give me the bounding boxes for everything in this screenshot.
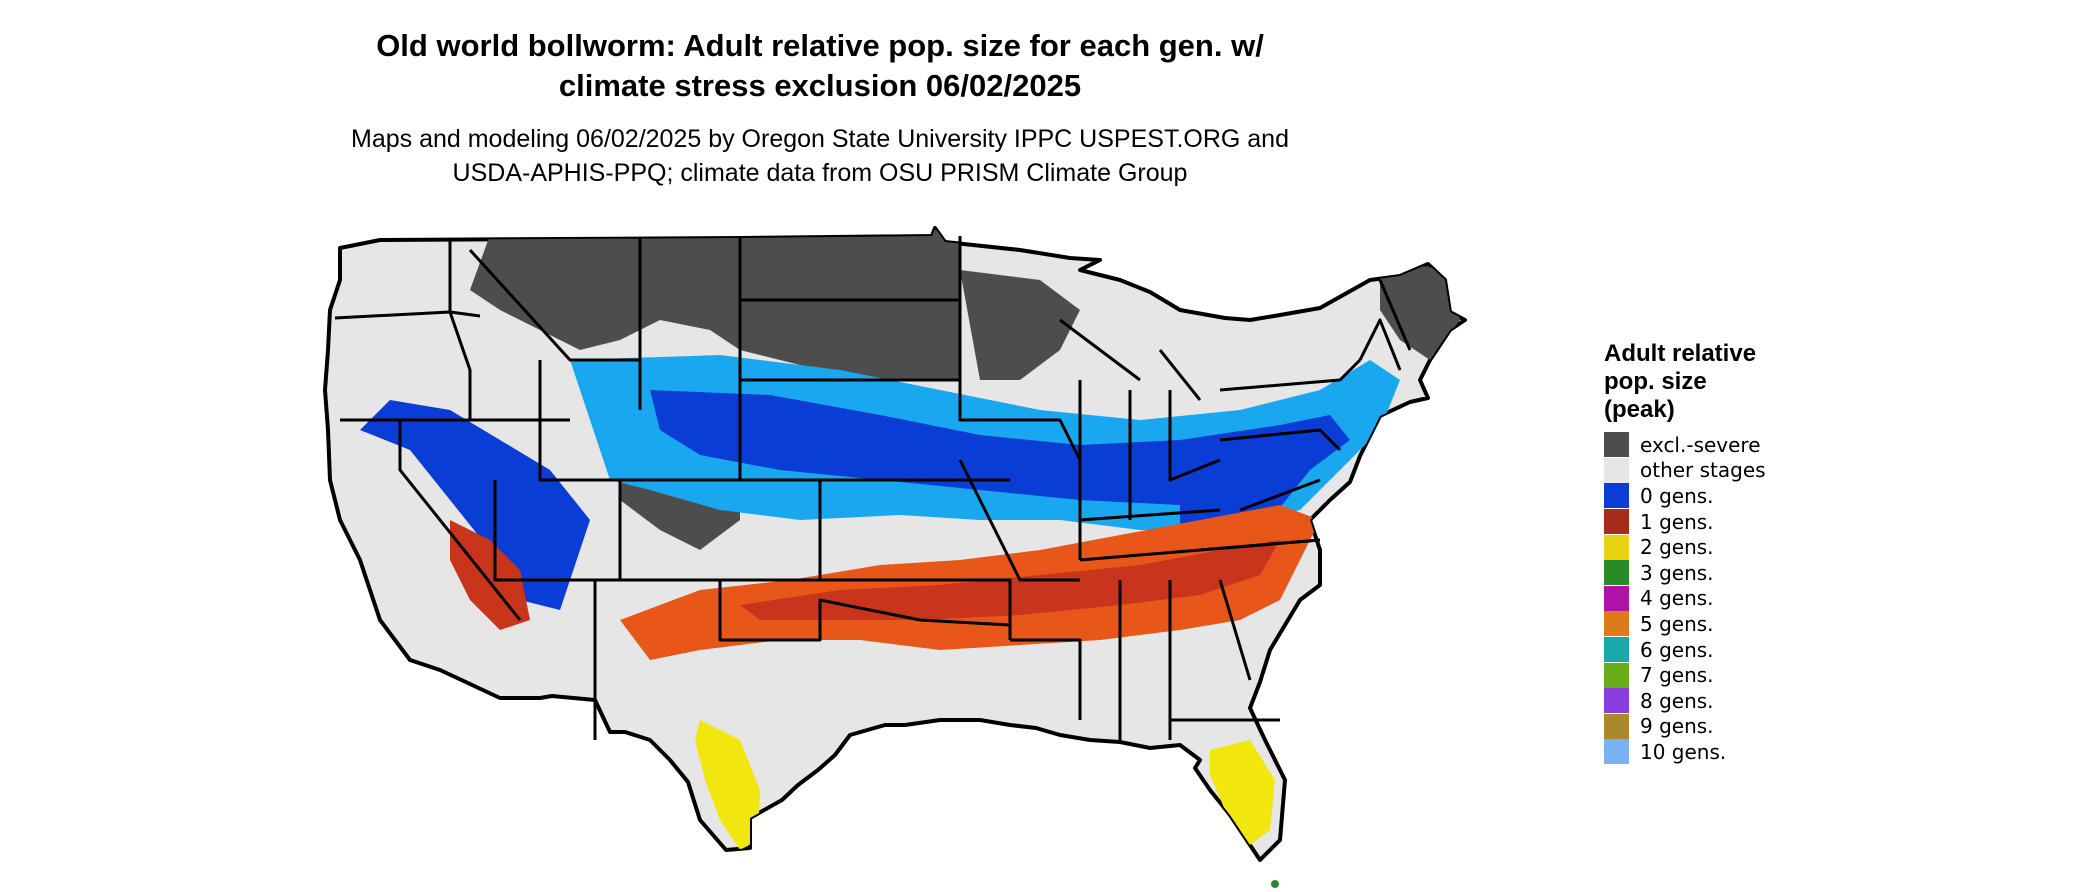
legend-items: excl.-severe other stages 0 gens. 1 gens. 2 … xyxy=(1604,432,1864,765)
map-zones xyxy=(360,230,1460,850)
legend-item: 7 gens. xyxy=(1604,662,1864,688)
legend-label: 5 gens. xyxy=(1640,611,1714,636)
legend-label: 4 gens. xyxy=(1640,586,1714,611)
border-ut-az xyxy=(493,480,670,582)
legend-item: 2 gens. xyxy=(1604,534,1864,560)
legend-item: 4 gens. xyxy=(1604,585,1864,612)
legend-label: 1 gens. xyxy=(1640,509,1714,534)
legend-label: 7 gens. xyxy=(1640,663,1714,688)
legend-label: 6 gens. xyxy=(1640,637,1714,662)
legend-swatch xyxy=(1604,662,1629,688)
map-title: Old world bollworm: Adult relative pop. … xyxy=(0,26,1640,106)
legend-title: Adult relative pop. size (peak) xyxy=(1604,340,1864,424)
legend-swatch xyxy=(1604,457,1629,483)
zone-2-gens-florida xyxy=(1210,740,1275,845)
map-subtitle: Maps and modeling 06/02/2025 by Oregon S… xyxy=(0,122,1640,190)
border-nd-sd-ne xyxy=(738,238,960,480)
legend-item: other stages xyxy=(1604,457,1864,484)
map-title-line-1: Old world bollworm: Adult relative pop. … xyxy=(376,28,1264,63)
us-map xyxy=(323,226,1467,888)
legend-item: excl.-severe xyxy=(1604,432,1864,458)
zone-excluded-northeast xyxy=(1380,260,1460,360)
map-title-line-2: climate stress exclusion 06/02/2025 xyxy=(558,68,1082,103)
legend-item: 5 gens. xyxy=(1604,611,1864,637)
map-subtitle-line-2: USDA-APHIS-PPQ; climate data from OSU PR… xyxy=(452,159,1188,187)
legend-swatch xyxy=(1604,483,1629,509)
legend-swatch xyxy=(1604,739,1629,765)
border-id-west xyxy=(448,238,472,420)
legend-item: 1 gens. xyxy=(1604,509,1864,535)
southern-dot xyxy=(1271,880,1279,888)
zone-2-gens-texas xyxy=(695,720,760,850)
legend-label: 3 gens. xyxy=(1640,560,1714,585)
legend-item: 6 gens. xyxy=(1604,637,1864,663)
legend-label: 10 gens. xyxy=(1640,739,1727,764)
legend-item: 0 gens. xyxy=(1604,483,1864,509)
legend-swatch xyxy=(1604,637,1629,663)
legend-label: 0 gens. xyxy=(1640,483,1714,508)
legend-item: 8 gens. xyxy=(1604,688,1864,714)
legend-swatch xyxy=(1604,713,1629,739)
zone-1-gens-southwest xyxy=(450,520,530,630)
border-mi-wi xyxy=(1059,318,1202,401)
legend-swatch xyxy=(1604,611,1629,637)
legend-item: 10 gens. xyxy=(1604,739,1864,765)
border-ms-al xyxy=(1118,580,1172,740)
border-mt-id xyxy=(468,248,640,362)
legend-label: 8 gens. xyxy=(1640,688,1714,713)
legend-swatch xyxy=(1604,432,1629,458)
legend-swatch xyxy=(1604,585,1629,611)
legend-swatch xyxy=(1604,688,1629,714)
legend-item: 3 gens. xyxy=(1604,560,1864,586)
map-legend: Adult relative pop. size (peak) excl.-se… xyxy=(1604,340,1864,765)
zone-0-gens-dark xyxy=(650,390,1350,505)
border-va-nc xyxy=(1199,478,1321,552)
legend-label: 2 gens. xyxy=(1640,535,1714,560)
border-il-in-oh xyxy=(1078,380,1221,520)
legend-title-line-2: pop. size xyxy=(1604,368,1707,395)
legend-swatch xyxy=(1604,560,1629,586)
border-ks-ok xyxy=(820,478,1012,640)
legend-label: 9 gens. xyxy=(1640,714,1714,739)
legend-swatch xyxy=(1604,534,1629,560)
border-ga-fl xyxy=(1170,579,1280,722)
legend-title-line-1: Adult relative xyxy=(1604,340,1757,367)
border-tx xyxy=(718,580,1011,642)
map-subtitle-line-1: Maps and modeling 06/02/2025 by Oregon S… xyxy=(351,125,1289,153)
legend-title-line-3: (peak) xyxy=(1604,396,1675,423)
zone-excluded-north xyxy=(470,230,960,380)
border-pa-ny xyxy=(1219,358,1362,452)
border-nv-ca xyxy=(398,420,522,621)
legend-swatch xyxy=(1604,509,1629,535)
legend-label: other stages xyxy=(1640,458,1766,483)
legend-item: 9 gens. xyxy=(1604,713,1864,740)
border-new-england xyxy=(1358,279,1412,371)
state-borders xyxy=(334,236,1412,740)
zone-excluded-wisconsin xyxy=(960,270,1080,380)
legend-label: excl.-severe xyxy=(1640,432,1761,457)
zone-0-gens-west xyxy=(360,400,590,610)
border-mo-ar xyxy=(958,459,1082,720)
